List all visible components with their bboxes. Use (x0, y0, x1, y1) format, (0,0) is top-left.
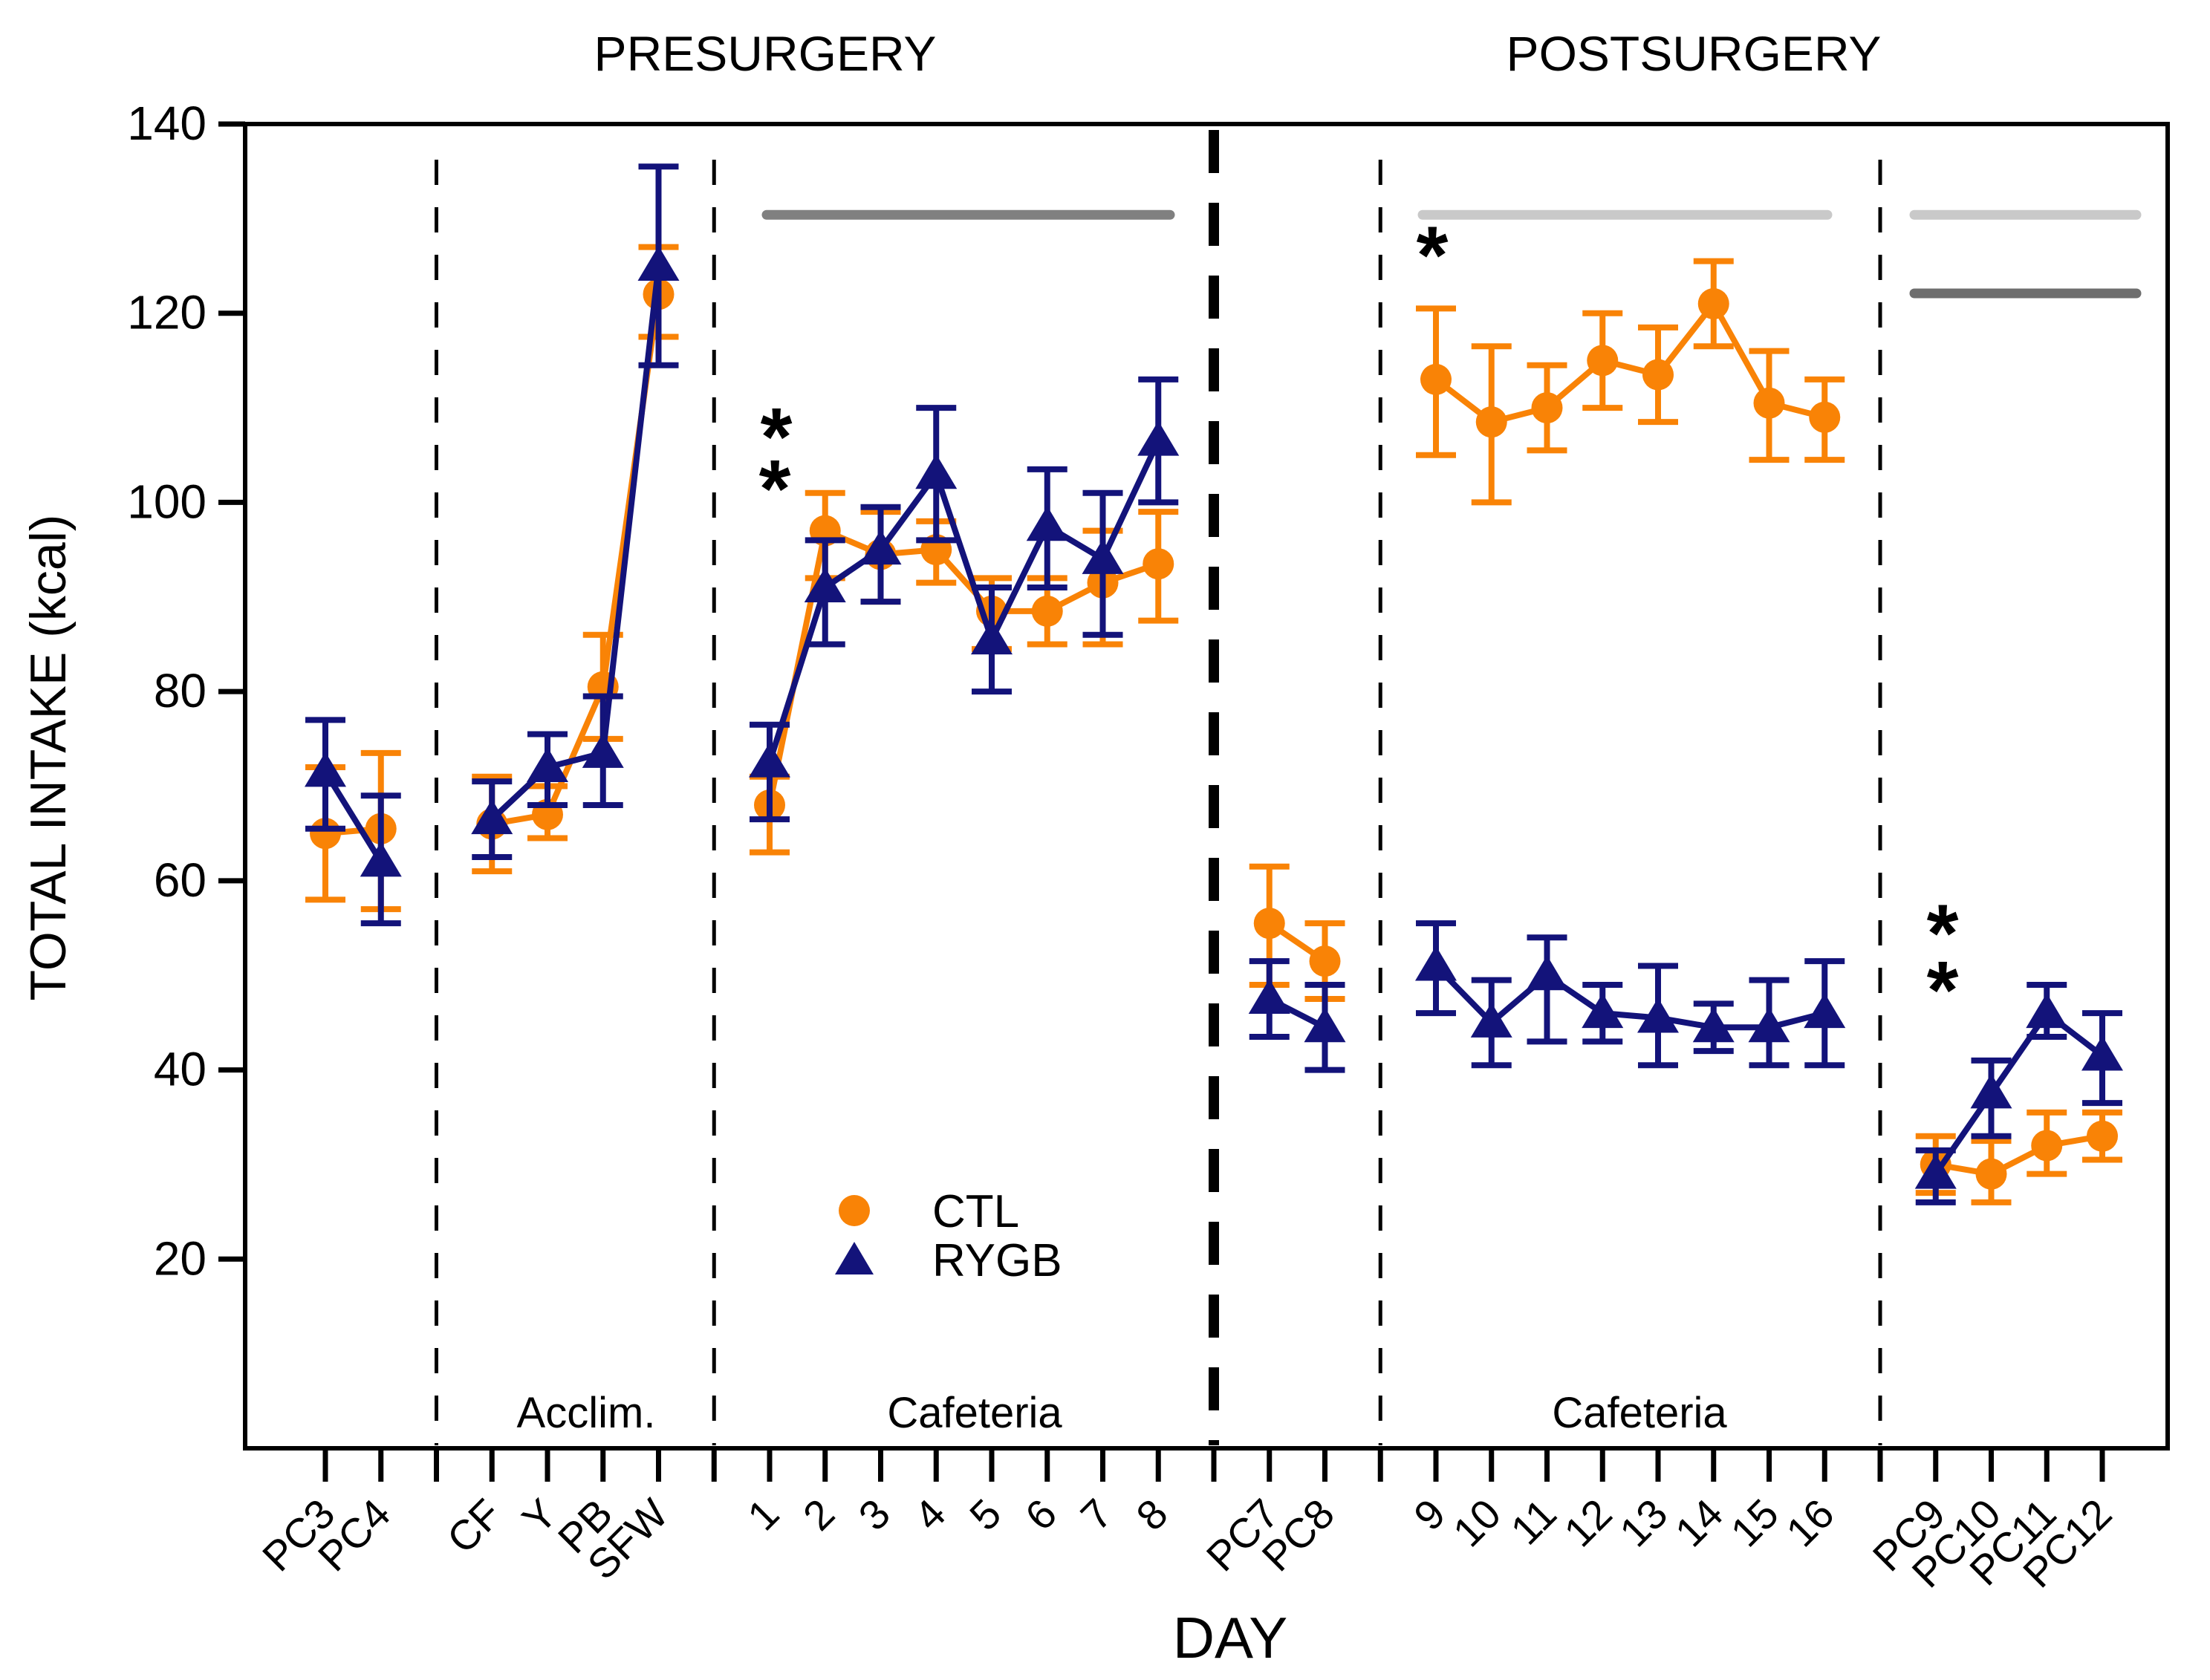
rygb-data-point (915, 454, 958, 489)
ctl-data-point (1253, 908, 1285, 940)
significance-asterisk: * (1927, 888, 1959, 979)
x-axis-tick-label: 16 (1777, 1490, 1843, 1556)
x-axis-title: DAY (1173, 1605, 1288, 1670)
rygb-data-point (1026, 506, 1068, 541)
ctl-data-point (1587, 345, 1619, 377)
series-line (490, 265, 662, 821)
rygb-data-point (1304, 1007, 1346, 1043)
ctl-data-point (1531, 392, 1563, 424)
x-axis-tick-label: 5 (961, 1490, 1010, 1540)
significance-asterisk: * (1927, 945, 1959, 1036)
ctl-data-point (310, 818, 341, 850)
series-line (1933, 1009, 2105, 1176)
y-axis-tick-label: 40 (154, 1043, 207, 1096)
ctl-data-point (1420, 363, 1452, 395)
ctl-data-point (2031, 1130, 2063, 1162)
rygb-data-point (1970, 1073, 2012, 1109)
x-axis-tick-label: 9 (1405, 1490, 1455, 1540)
x-axis-tick-label: 2 (794, 1490, 844, 1540)
rygb-data-point (1804, 993, 1846, 1029)
x-axis-tick-label: 1 (738, 1490, 788, 1540)
legend-ctl-label: CTL (932, 1186, 1019, 1237)
x-axis-tick-label: CF (438, 1490, 510, 1562)
ctl-data-point (1975, 1158, 2007, 1190)
ctl-data-point (1143, 548, 1174, 580)
rygb-data-point (1914, 1153, 1957, 1189)
x-axis-tick-label: 6 (1016, 1490, 1066, 1540)
ctl-data-point (1642, 359, 1674, 391)
rygb-data-point (1248, 979, 1290, 1015)
ctl-data-point (2087, 1120, 2118, 1152)
y-axis-tick-label: 100 (127, 475, 207, 528)
y-axis-tick-label: 140 (127, 97, 207, 150)
significance-asterisk: * (759, 443, 791, 535)
series-line (1935, 1133, 2103, 1177)
rygb-data-point (1137, 420, 1180, 456)
y-axis-tick-label: 80 (154, 664, 207, 717)
series-line (322, 770, 384, 864)
presurgery-title: PRESURGERY (594, 26, 937, 81)
rygb-data-point (859, 530, 902, 565)
rygb-data-point (582, 732, 624, 768)
rygb-data-point (1470, 1002, 1512, 1038)
ctl-data-point (1697, 287, 1729, 319)
rygb-data-point (305, 752, 346, 787)
rygb-data-point (1415, 945, 1457, 981)
section-label: Cafeteria (1552, 1389, 1727, 1437)
ctl-data-point (1753, 387, 1785, 419)
series-line (767, 439, 1161, 764)
series-line (491, 293, 662, 827)
rygb-data-point (1637, 997, 1679, 1033)
y-axis-title: TOTAL INTAKE (kcal) (20, 515, 77, 1001)
rygb-data-point (360, 841, 402, 877)
significance-asterisk: * (1417, 209, 1449, 301)
rygb-data-point (471, 799, 513, 835)
x-axis-tick-label: 8 (1127, 1490, 1177, 1540)
rygb-data-point (749, 742, 790, 778)
rygb-data-point (2026, 993, 2068, 1029)
rygb-data-point (1748, 1007, 1790, 1043)
legend-rygb-label: RYGB (932, 1235, 1062, 1286)
y-axis-tick-label: 20 (154, 1231, 207, 1285)
x-axis-tick-label: 7 (1071, 1490, 1121, 1540)
ctl-data-point (1309, 945, 1341, 977)
legend-rygb-marker (835, 1242, 874, 1274)
rygb-data-point (1526, 955, 1568, 991)
ctl-data-point (1475, 406, 1507, 438)
section-label: Acclim. (517, 1389, 656, 1437)
section-label: Cafeteria (887, 1389, 1062, 1437)
rygb-data-point (1582, 993, 1624, 1029)
x-axis-tick-label: 3 (849, 1490, 899, 1540)
significance-asterisk: * (761, 391, 793, 483)
rygb-data-point (527, 747, 568, 783)
ctl-data-point (1031, 595, 1063, 627)
rygb-data-point (804, 567, 846, 603)
plot-border (243, 122, 2170, 1451)
ctl-data-point (1809, 401, 1841, 433)
y-axis-tick-label: 120 (127, 286, 207, 339)
rygb-data-point (1082, 538, 1124, 574)
rygb-data-point (637, 246, 680, 281)
rygb-data-point (971, 619, 1013, 655)
postsurgery-title: POSTSURGERY (1507, 26, 1882, 81)
rygb-data-point (2081, 1035, 2123, 1071)
legend-ctl-marker (839, 1195, 870, 1226)
y-axis-tick-label: 60 (154, 853, 207, 907)
rygb-data-point (1692, 1007, 1735, 1043)
x-axis-tick-label: 4 (905, 1490, 955, 1540)
x-axis-tick-label: 10 (1444, 1490, 1510, 1556)
